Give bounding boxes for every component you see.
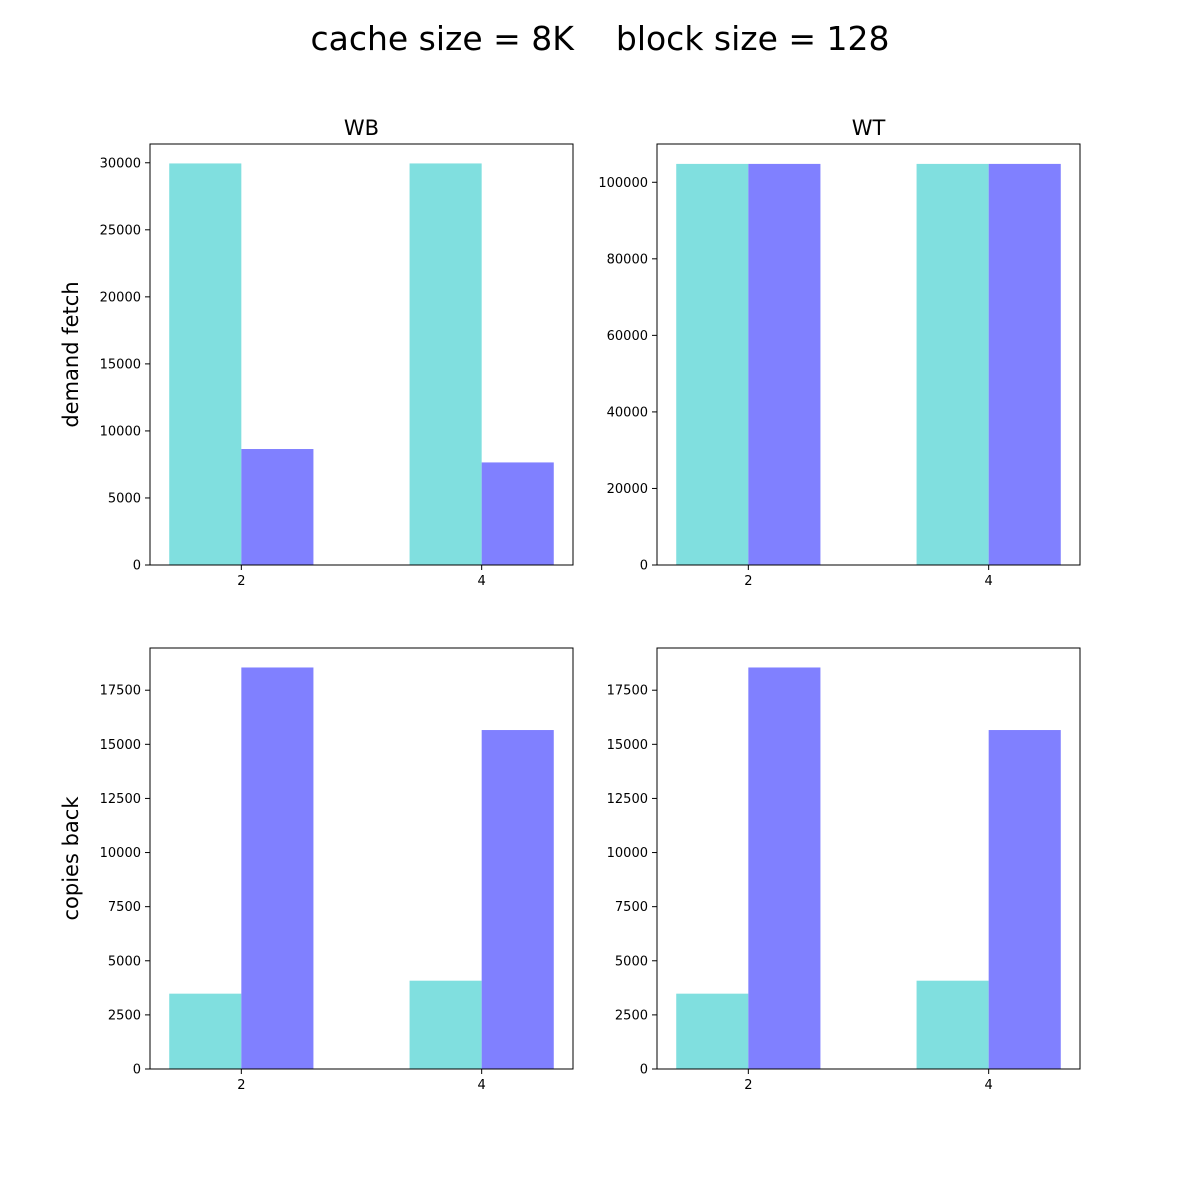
x-tick-label: 2 <box>744 574 752 589</box>
y-tick-label: 5000 <box>615 954 648 969</box>
x-tick-label: 2 <box>237 574 245 589</box>
y-tick-label: 10000 <box>100 424 141 439</box>
y-tick-label: 2500 <box>108 1008 141 1023</box>
y-tick-label: 5000 <box>108 954 141 969</box>
bar-series1-4 <box>409 980 482 1069</box>
y-tick-label: 30000 <box>100 156 141 171</box>
bar-series2-4 <box>988 730 1061 1069</box>
x-tick-label: 4 <box>478 574 486 589</box>
y-tick-label: 20000 <box>607 482 648 497</box>
y-tick-label: 7500 <box>615 900 648 915</box>
bar-series2-4 <box>481 730 554 1069</box>
y-tick-label: 60000 <box>607 329 648 344</box>
bar-series2-2 <box>748 163 821 565</box>
y-axis-label: copies back <box>59 796 83 921</box>
bar-series1-4 <box>409 163 482 565</box>
y-tick-label: 12500 <box>607 792 648 807</box>
bar-series2-2 <box>748 667 821 1069</box>
y-tick-label: 0 <box>640 559 648 574</box>
subplot-title: WB <box>344 116 379 140</box>
bar-series1-2 <box>169 993 242 1069</box>
bar-series2-4 <box>988 163 1061 565</box>
bar-series2-4 <box>481 462 554 565</box>
x-tick-label: 4 <box>985 1078 993 1093</box>
axes-frame <box>149 647 574 1070</box>
x-tick-label: 4 <box>478 1078 486 1093</box>
y-tick-label: 100000 <box>598 176 648 191</box>
y-tick-label: 0 <box>133 559 141 574</box>
bar-series1-4 <box>916 163 989 565</box>
y-tick-label: 0 <box>640 1063 648 1078</box>
bar-series2-2 <box>241 667 314 1069</box>
figure-title: cache size = 8K block size = 128 <box>310 19 889 58</box>
y-tick-label: 7500 <box>108 900 141 915</box>
subplot-wt-demand-fetch: 0 20000 40000 60000 80000 100000 2 4 WT <box>598 116 1081 589</box>
bar-series1-2 <box>169 163 242 565</box>
y-tick-label: 80000 <box>607 252 648 267</box>
y-tick-label: 5000 <box>108 491 141 506</box>
subplot-title: WT <box>852 116 886 140</box>
subplot-wb-copies-back: 0 2500 5000 7500 10000 12500 15000 17500 2 4 copie… <box>59 647 574 1093</box>
y-tick-label: 25000 <box>100 223 141 238</box>
y-tick-label: 10000 <box>607 846 648 861</box>
y-tick-label: 17500 <box>100 684 141 699</box>
bar-series1-2 <box>676 993 749 1069</box>
bar-series1-2 <box>676 163 749 565</box>
y-tick-label: 17500 <box>607 684 648 699</box>
y-tick-label: 10000 <box>100 846 141 861</box>
x-tick-label: 2 <box>744 1078 752 1093</box>
y-tick-label: 40000 <box>607 405 648 420</box>
y-tick-label: 0 <box>133 1063 141 1078</box>
bar-series2-2 <box>241 449 314 565</box>
subplot-wb-demand-fetch: 0 5000 10000 15000 20000 25000 30000 2 4 WB demand… <box>59 116 574 589</box>
axes-frame <box>656 143 1081 566</box>
y-tick-label: 15000 <box>607 738 648 753</box>
x-tick-label: 2 <box>237 1078 245 1093</box>
y-tick-label: 15000 <box>100 738 141 753</box>
y-tick-label: 12500 <box>100 792 141 807</box>
subplot-wt-copies-back: 0 2500 5000 7500 10000 12500 15000 17500 2 4 <box>607 647 1081 1093</box>
y-axis-label: demand fetch <box>59 281 83 427</box>
x-tick-label: 4 <box>985 574 993 589</box>
y-tick-label: 20000 <box>100 290 141 305</box>
bar-series1-4 <box>916 980 989 1069</box>
axes-frame <box>656 647 1081 1070</box>
y-tick-label: 2500 <box>615 1008 648 1023</box>
axes-frame <box>149 143 574 566</box>
y-tick-label: 15000 <box>100 357 141 372</box>
